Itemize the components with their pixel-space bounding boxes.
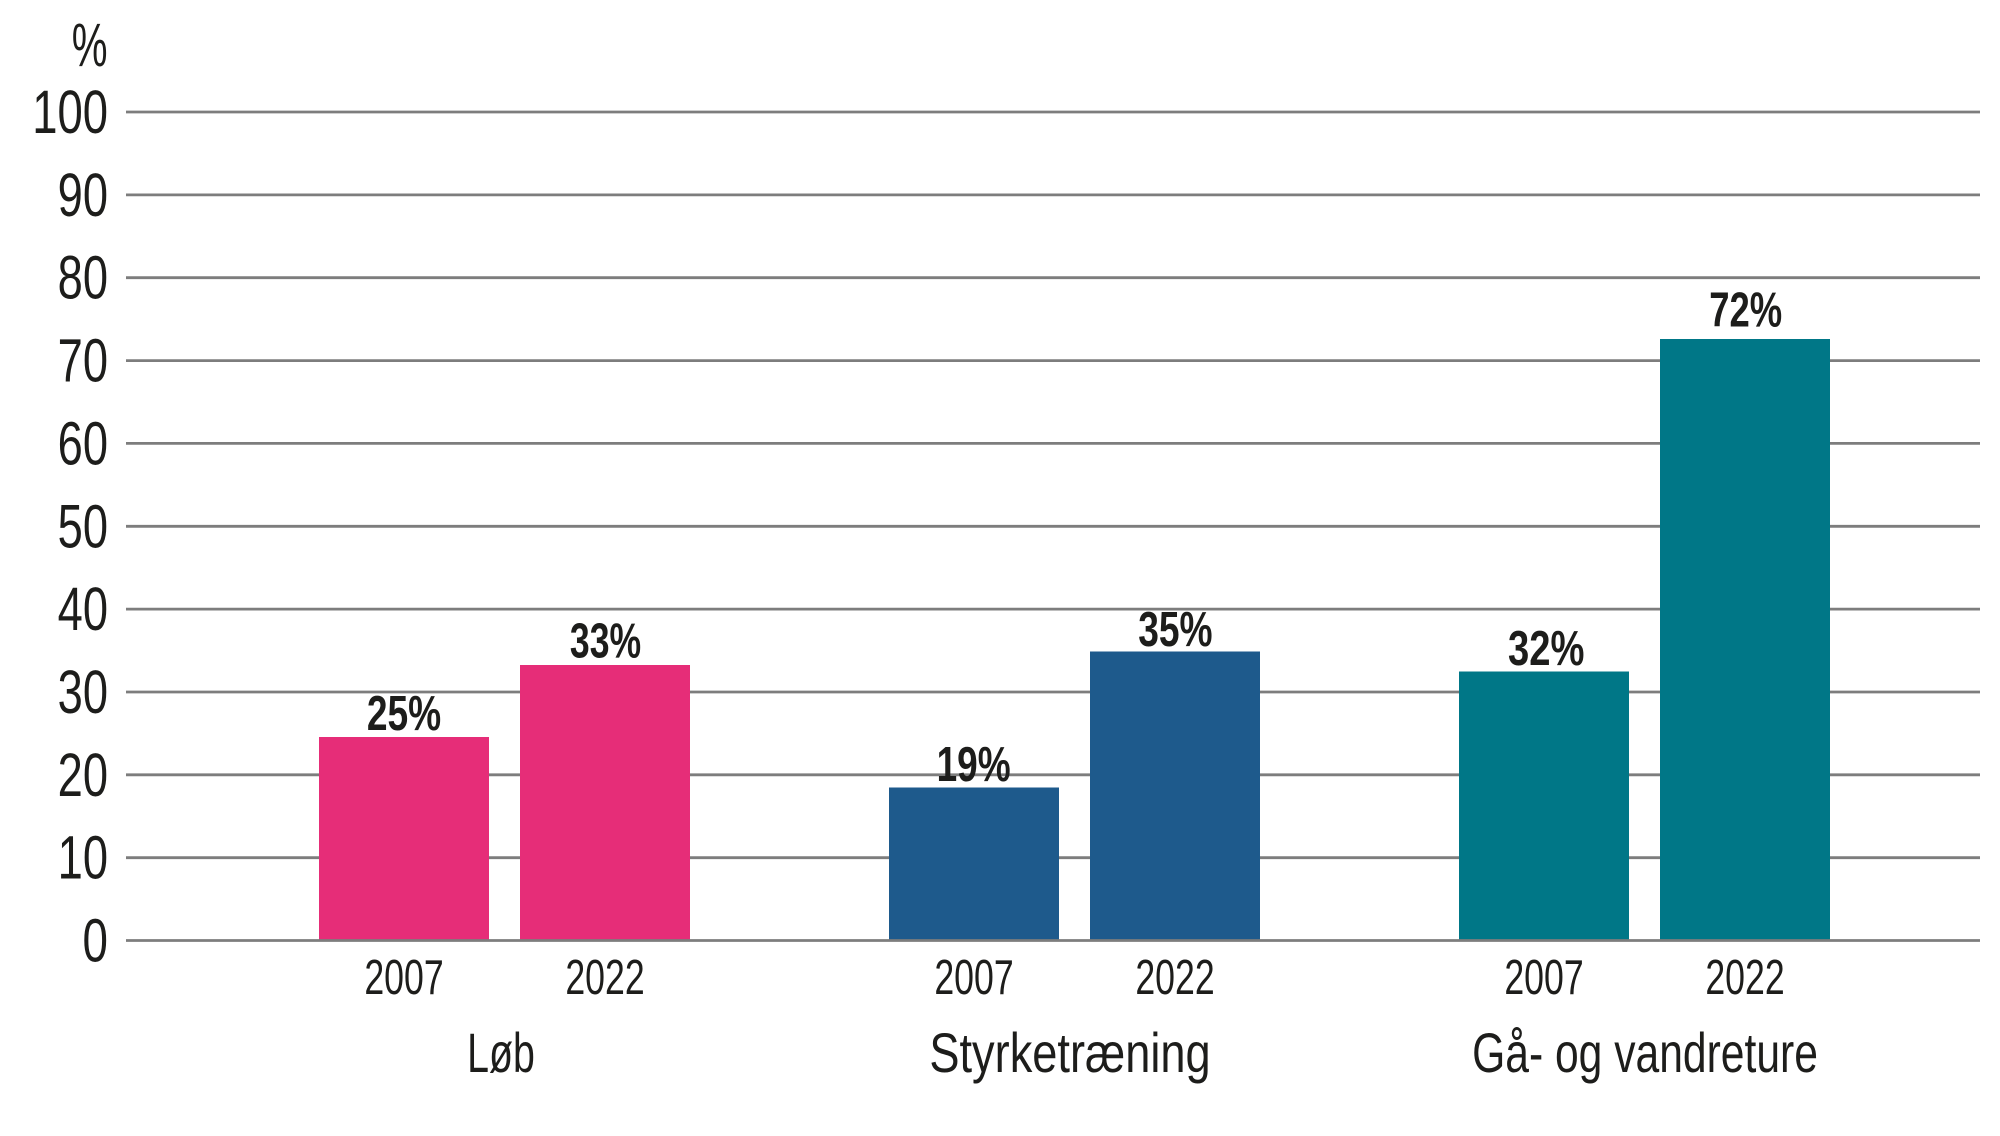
svg-text:25%: 25% — [367, 687, 441, 741]
svg-text:2007: 2007 — [1504, 951, 1583, 1006]
svg-text:72%: 72% — [1709, 283, 1782, 337]
svg-text:Gå- og vandreture: Gå- og vandreture — [1472, 1021, 1818, 1084]
svg-text:19%: 19% — [937, 738, 1011, 792]
svg-text:2022: 2022 — [1705, 951, 1784, 1006]
svg-text:2007: 2007 — [364, 951, 443, 1006]
svg-text:70: 70 — [58, 327, 108, 395]
svg-text:100: 100 — [32, 79, 108, 147]
svg-text:33%: 33% — [570, 614, 641, 669]
svg-text:10: 10 — [58, 824, 108, 892]
svg-text:2022: 2022 — [1135, 951, 1214, 1006]
svg-text:60: 60 — [58, 410, 108, 478]
svg-text:Løb: Løb — [467, 1022, 535, 1085]
svg-text:2022: 2022 — [565, 951, 644, 1006]
svg-text:80: 80 — [58, 244, 108, 312]
svg-text:35%: 35% — [1138, 603, 1212, 657]
svg-text:90: 90 — [58, 161, 108, 229]
svg-text:Styrketræning: Styrketræning — [929, 1021, 1210, 1084]
svg-text:32%: 32% — [1508, 621, 1584, 676]
svg-text:0: 0 — [83, 907, 108, 975]
svg-text:50: 50 — [58, 493, 108, 561]
svg-text:%: % — [72, 11, 108, 79]
svg-text:2007: 2007 — [934, 951, 1013, 1006]
svg-text:20: 20 — [58, 741, 108, 809]
svg-text:30: 30 — [58, 658, 108, 726]
svg-text:40: 40 — [58, 576, 108, 644]
